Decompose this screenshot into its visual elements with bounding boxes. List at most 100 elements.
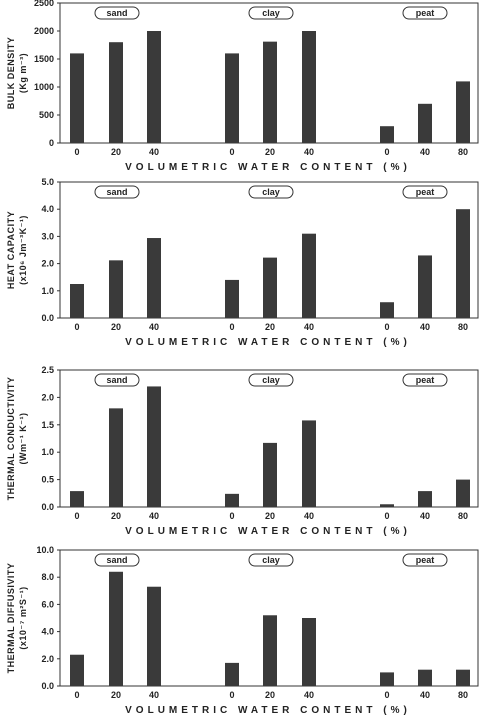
bar <box>263 41 277 143</box>
bar <box>302 618 316 686</box>
x-tick-label: 40 <box>304 511 314 521</box>
group-pill <box>94 373 140 387</box>
y-tick-label: 2.0 <box>41 259 54 269</box>
x-tick-label: 40 <box>304 690 314 700</box>
y-axis-label: HEAT CAPACITY <box>6 211 16 289</box>
y-tick-label: 0.0 <box>41 313 54 323</box>
bar <box>456 81 470 143</box>
bar <box>225 53 239 143</box>
x-tick-label: 40 <box>304 322 314 332</box>
x-tick-label: 20 <box>111 511 121 521</box>
bar <box>263 442 277 507</box>
y-tick-label: 6.0 <box>41 599 54 609</box>
y-tick-label: 0.0 <box>41 681 54 691</box>
x-axis-label: VOLUMETRIC WATER CONTENT (%) <box>125 337 411 348</box>
x-tick-label: 40 <box>420 322 430 332</box>
bar <box>225 493 239 507</box>
bar <box>380 504 394 507</box>
bar <box>109 408 123 507</box>
bar <box>70 53 84 143</box>
x-tick-label: 20 <box>265 690 275 700</box>
bar <box>147 238 161 318</box>
x-tick-label: 0 <box>384 147 389 157</box>
bar <box>302 420 316 507</box>
bar <box>263 257 277 318</box>
x-tick-label: 0 <box>384 322 389 332</box>
x-tick-label: 0 <box>229 690 234 700</box>
bar <box>380 126 394 143</box>
group-label: clay <box>262 555 280 565</box>
y-tick-label: 2000 <box>34 26 54 36</box>
x-tick-label: 40 <box>149 511 159 521</box>
bar <box>418 669 432 686</box>
bar <box>109 260 123 318</box>
bar <box>418 255 432 318</box>
x-tick-label: 40 <box>420 511 430 521</box>
group-pill <box>94 6 140 20</box>
bar <box>456 669 470 686</box>
x-tick-label: 0 <box>384 690 389 700</box>
bar <box>302 233 316 318</box>
x-tick-label: 0 <box>384 511 389 521</box>
group-pill <box>248 185 294 199</box>
y-tick-label: 1.0 <box>41 286 54 296</box>
x-axis-label: VOLUMETRIC WATER CONTENT (%) <box>125 162 411 173</box>
y-tick-label: 500 <box>39 110 54 120</box>
bar <box>225 662 239 686</box>
group-label: peat <box>416 555 435 565</box>
chart-panel-2: 0.0 1.0 2.0 3.0 4.0 5.0 HEAT CAPACITY (x10⁶ Jm⁻… <box>6 177 479 348</box>
group-label: sand <box>106 8 127 18</box>
bar <box>456 209 470 318</box>
group-pill <box>248 6 294 20</box>
y-tick-label: 0.5 <box>41 475 54 485</box>
group-pill <box>94 185 140 199</box>
y-tick-label: 2.0 <box>41 654 54 664</box>
group-label: clay <box>262 8 280 18</box>
y-axis-label: BULK DENSITY <box>6 37 16 110</box>
x-tick-label: 80 <box>458 690 468 700</box>
group-label: peat <box>416 187 435 197</box>
y-tick-label: 5.0 <box>41 177 54 187</box>
y-axis-label: (x10⁻⁷ m²S⁻¹) <box>18 586 28 649</box>
x-tick-label: 0 <box>229 322 234 332</box>
bar <box>380 672 394 686</box>
y-tick-label: 1000 <box>34 82 54 92</box>
x-tick-label: 40 <box>149 322 159 332</box>
y-axis-label: (Wm⁻¹ K⁻¹) <box>18 413 28 465</box>
x-tick-label: 40 <box>420 147 430 157</box>
group-pill <box>94 553 140 567</box>
x-tick-label: 40 <box>304 147 314 157</box>
bar <box>418 103 432 143</box>
y-axis-label: (Kg m⁻³) <box>18 53 28 93</box>
group-pill <box>248 373 294 387</box>
x-tick-label: 20 <box>265 322 275 332</box>
x-tick-label: 20 <box>111 147 121 157</box>
bar <box>456 479 470 507</box>
y-tick-label: 1500 <box>34 54 54 64</box>
x-tick-label: 0 <box>74 322 79 332</box>
bar <box>147 386 161 507</box>
bar <box>225 279 239 318</box>
y-axis-label: THERMAL CONDUCTIVITY <box>6 377 16 501</box>
chart-panel-3: 0.0 0.5 1.0 1.5 2.0 2.5 THERMAL CONDUCTIVITY (W… <box>6 365 479 537</box>
x-axis-label: VOLUMETRIC WATER CONTENT (%) <box>125 526 411 537</box>
bar <box>302 31 316 143</box>
group-pill <box>402 185 448 199</box>
x-tick-label: 40 <box>149 690 159 700</box>
x-tick-label: 20 <box>265 511 275 521</box>
bar <box>109 42 123 144</box>
bar <box>147 31 161 143</box>
bar <box>263 615 277 686</box>
y-tick-label: 4.0 <box>41 627 54 637</box>
group-pill <box>402 553 448 567</box>
x-tick-label: 20 <box>111 690 121 700</box>
x-tick-label: 80 <box>458 147 468 157</box>
x-tick-label: 40 <box>149 147 159 157</box>
group-label: peat <box>416 8 435 18</box>
x-axis-label: VOLUMETRIC WATER CONTENT (%) <box>125 705 411 716</box>
bar <box>70 654 84 686</box>
x-tick-label: 0 <box>74 147 79 157</box>
bar <box>109 571 123 686</box>
group-label: peat <box>416 375 435 385</box>
